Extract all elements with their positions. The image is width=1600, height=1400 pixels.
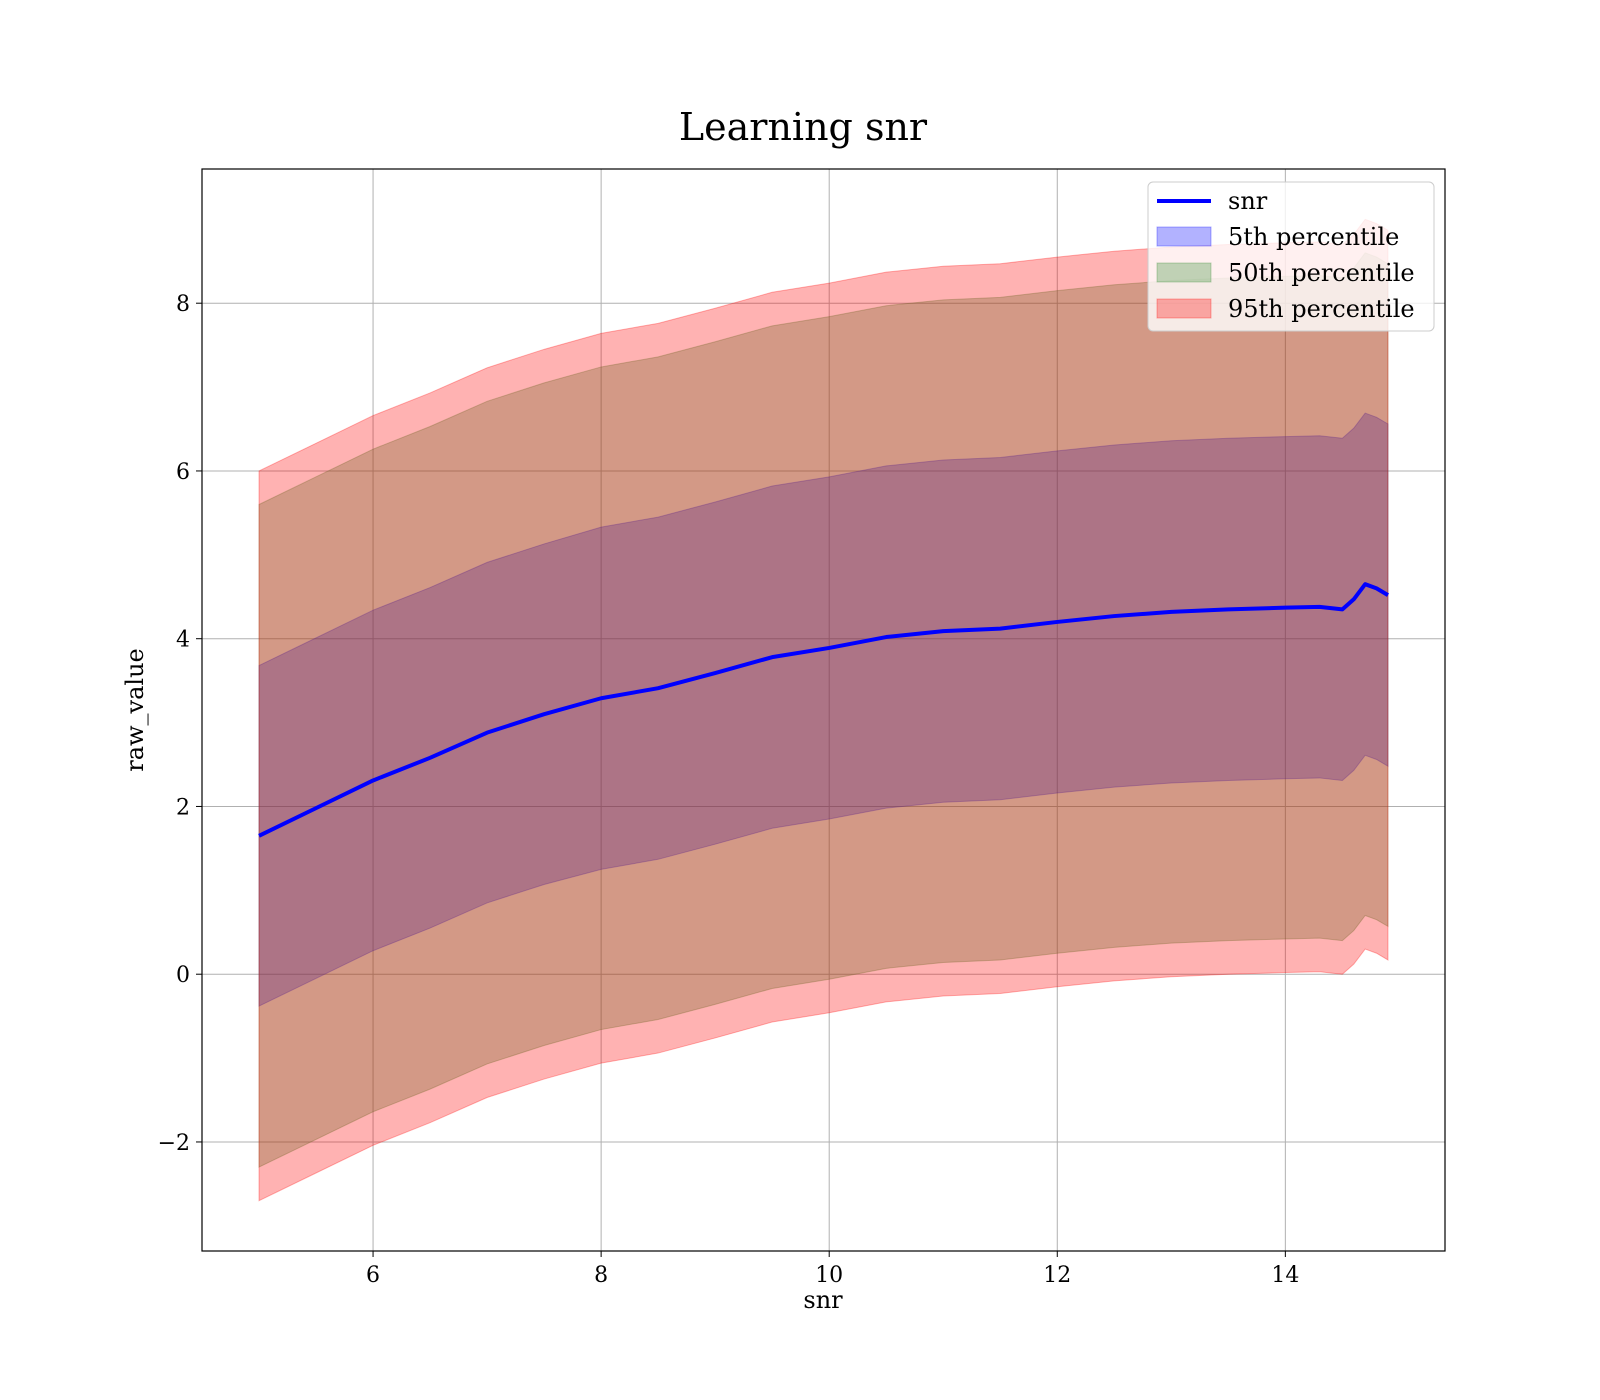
chart-title: Learning snr: [679, 105, 928, 149]
band-95th-percentile: [258, 218, 1389, 1202]
legend-swatch-5th-percentile: [1156, 226, 1212, 247]
y-tick-label: 2: [176, 795, 190, 820]
x-tick-label: 8: [594, 1263, 608, 1288]
y-tick-label: 4: [176, 628, 190, 653]
y-tick-label: 8: [176, 292, 190, 317]
y-axis-label: raw_value: [121, 648, 149, 772]
legend-label-95th-percentile: 95th percentile: [1228, 295, 1415, 323]
series-line-snr: [258, 582, 1389, 838]
x-tick-label: 14: [1271, 1263, 1299, 1288]
legend-swatch-95th-percentile: [1156, 298, 1212, 319]
plot-frame: [201, 168, 1446, 1252]
x-tick-label: 6: [366, 1263, 380, 1288]
y-axis-ticks: −2 0 2 4 6 8: [158, 292, 202, 1156]
legend-label-5th-percentile: 5th percentile: [1228, 223, 1399, 251]
x-tick-label: 10: [815, 1263, 843, 1288]
legend-swatch-50th-percentile: [1156, 262, 1212, 283]
gridlines: [202, 169, 1445, 1251]
x-axis-ticks: 6 8 10 12 14: [366, 1251, 1299, 1288]
y-tick-label: 0: [176, 963, 190, 988]
band-5th-percentile: [258, 412, 1389, 1007]
legend-label-50th-percentile: 50th percentile: [1228, 259, 1415, 287]
band-50th-percentile: [258, 252, 1389, 1168]
percentile-bands: [258, 218, 1389, 1202]
x-tick-label: 12: [1043, 1263, 1071, 1288]
y-tick-label: −2: [158, 1131, 190, 1156]
legend-box: [1147, 181, 1435, 332]
y-tick-label: 6: [176, 460, 190, 485]
legend: snr 5th percentile 50th percentile 95th …: [1147, 181, 1435, 332]
x-axis-label: snr: [803, 1286, 843, 1314]
series-lines: [258, 582, 1389, 838]
legend-label-snr: snr: [1228, 187, 1268, 215]
